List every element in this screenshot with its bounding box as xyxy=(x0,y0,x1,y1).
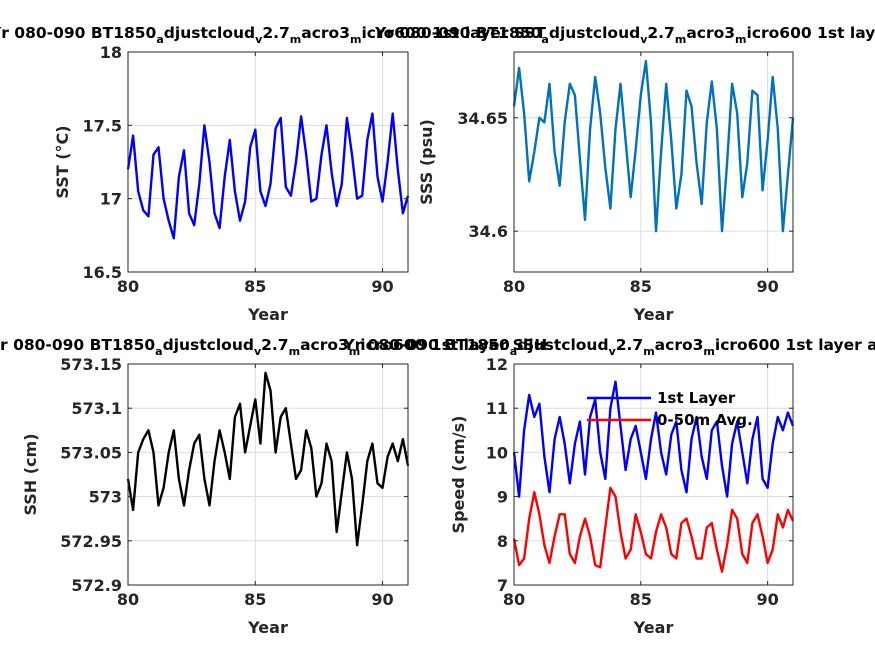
y-axis-label: SSH (cm) xyxy=(21,433,40,515)
chart-title-part: icro600 1st layer SSH xyxy=(360,336,547,354)
y-tick-label-0: 16.5 xyxy=(83,263,122,282)
series-line-2 xyxy=(512,486,795,573)
y-tick-label-4: 11 xyxy=(486,399,508,418)
y-tick-label-1: 34.65 xyxy=(457,109,508,128)
chart-title-part: v xyxy=(640,33,648,46)
legend-label-2: 0-50m Avg. xyxy=(657,411,753,429)
y-tick-label-5: 12 xyxy=(486,355,508,374)
chart-title-part: m xyxy=(703,345,714,358)
chart-title: Yr 080-090 BT1850adjustcloudv2.7macro3mi… xyxy=(374,24,875,46)
axes-box xyxy=(127,51,409,273)
chart-panel-2: 80 85 90 34.6 34.65 Year SSS (psu) Yr 080-090 B… xyxy=(374,24,875,324)
chart-title-part: m xyxy=(290,33,301,46)
axes-box xyxy=(513,363,794,586)
chart-title-part: 2.7 xyxy=(262,24,289,42)
x-tick-label-2: 90 xyxy=(371,590,393,609)
chart-title-part: djustcloud xyxy=(164,24,255,42)
plot-area xyxy=(128,364,408,585)
y-tick-label-0: 7 xyxy=(497,576,508,595)
x-tick-label-2: 90 xyxy=(371,277,393,296)
x-tick-label-2: 90 xyxy=(757,590,779,609)
x-axis-label: Year xyxy=(633,618,674,637)
chart-title-part: m xyxy=(735,33,746,46)
y-tick-label-3: 18 xyxy=(100,43,122,62)
x-axis-label: Year xyxy=(247,618,288,637)
x-tick-label-1: 85 xyxy=(244,590,266,609)
y-tick-label-4: 573.1 xyxy=(71,399,122,418)
chart-panel-4: 80 85 90 7 8 9 10 11 12 Year Speed (cm/s) Yr 080-09… xyxy=(342,336,875,637)
x-tick-label-0: 80 xyxy=(117,277,139,296)
chart-title-part: Yr 080-090 BT1850 xyxy=(374,24,542,42)
chart-title-part: Yr 080-090 BT1850 xyxy=(0,24,157,42)
chart-title: Yr 080-090 BT1850adjustcloudv2.7macro3mi… xyxy=(0,24,546,46)
chart-title-part: 2.7 xyxy=(616,336,643,354)
chart-title-part: a xyxy=(510,345,517,358)
y-axis-label: Speed (cm/s) xyxy=(449,416,468,534)
y-tick-label-0: 34.6 xyxy=(469,222,508,241)
x-tick-label-0: 80 xyxy=(503,590,525,609)
chart-title-part: a xyxy=(156,33,163,46)
series-line-1 xyxy=(512,59,795,233)
series-line-1 xyxy=(512,380,795,498)
chart-title-part: Yr 080-090 BT1850 xyxy=(0,336,155,354)
plot-area xyxy=(514,364,793,585)
chart-title-part: v xyxy=(255,33,263,46)
y-tick-label-1: 17 xyxy=(100,190,122,209)
legend-label-1: 1st Layer xyxy=(657,389,736,407)
chart-title-part: icro600 1st layer avg. speed xyxy=(715,336,875,354)
x-tick-label-2: 90 xyxy=(757,277,779,296)
chart-title-part: acro3 xyxy=(686,24,735,42)
x-tick-label-1: 85 xyxy=(630,590,652,609)
chart-panel-1: 80 85 90 16.5 17 17.5 18 Year SST (°C) Yr 080-090… xyxy=(0,24,546,324)
chart-title-part: acro3 xyxy=(300,336,349,354)
series-line-1 xyxy=(126,371,410,547)
y-tick-label-0: 572.9 xyxy=(71,576,122,595)
chart-title: Yr 080-090 BT1850adjustcloudv2.7macro3mi… xyxy=(0,336,547,358)
x-tick-label-0: 80 xyxy=(503,277,525,296)
chart-title-part: Yr 080-090 BT1850 xyxy=(342,336,510,354)
chart-title-part: m xyxy=(643,345,654,358)
chart-title-part: icro600 1st layer SST xyxy=(361,24,546,42)
x-axis-label: Year xyxy=(247,305,288,324)
y-axis-label: SST (°C) xyxy=(53,125,72,198)
chart-title-part: djustcloud xyxy=(549,24,640,42)
chart-title-part: acro3 xyxy=(655,336,704,354)
axes-box xyxy=(513,51,794,273)
chart-title-part: m xyxy=(675,33,686,46)
y-tick-label-2: 17.5 xyxy=(83,116,122,135)
y-tick-label-3: 573.05 xyxy=(60,443,122,462)
y-tick-label-2: 573 xyxy=(89,488,122,507)
y-tick-label-5: 573.15 xyxy=(60,355,122,374)
y-tick-label-1: 8 xyxy=(497,532,508,551)
chart-title-part: m xyxy=(289,345,300,358)
series-line-1 xyxy=(126,112,410,240)
chart-title-part: v xyxy=(254,345,262,358)
chart-title-part: icro600 1st layer SSS xyxy=(747,24,875,42)
x-axis-label: Year xyxy=(633,305,674,324)
y-axis-label: SSS (psu) xyxy=(417,119,436,205)
chart-title-part: acro3 xyxy=(301,24,350,42)
chart-title-part: djustcloud xyxy=(517,336,608,354)
chart-title-part: a xyxy=(155,345,162,358)
y-tick-label-3: 10 xyxy=(486,443,508,462)
chart-title-part: djustcloud xyxy=(163,336,254,354)
chart-title: Yr 080-090 BT1850adjustcloudv2.7macro3mi… xyxy=(342,336,875,358)
axes-box xyxy=(127,363,409,586)
chart-panel-3: 80 85 90 572.9 572.95 573 573.05 573.1 573.15 Yea… xyxy=(0,336,547,637)
chart-title-part: m xyxy=(350,33,361,46)
y-tick-label-1: 572.95 xyxy=(60,532,122,551)
x-tick-label-1: 85 xyxy=(244,277,266,296)
chart-title-part: v xyxy=(609,345,617,358)
chart-title-part: m xyxy=(349,345,360,358)
y-tick-label-2: 9 xyxy=(497,488,508,507)
chart-title-part: a xyxy=(541,33,548,46)
chart-title-part: 2.7 xyxy=(647,24,674,42)
x-tick-label-0: 80 xyxy=(117,590,139,609)
x-tick-label-1: 85 xyxy=(630,277,652,296)
chart-title-part: 2.7 xyxy=(261,336,288,354)
